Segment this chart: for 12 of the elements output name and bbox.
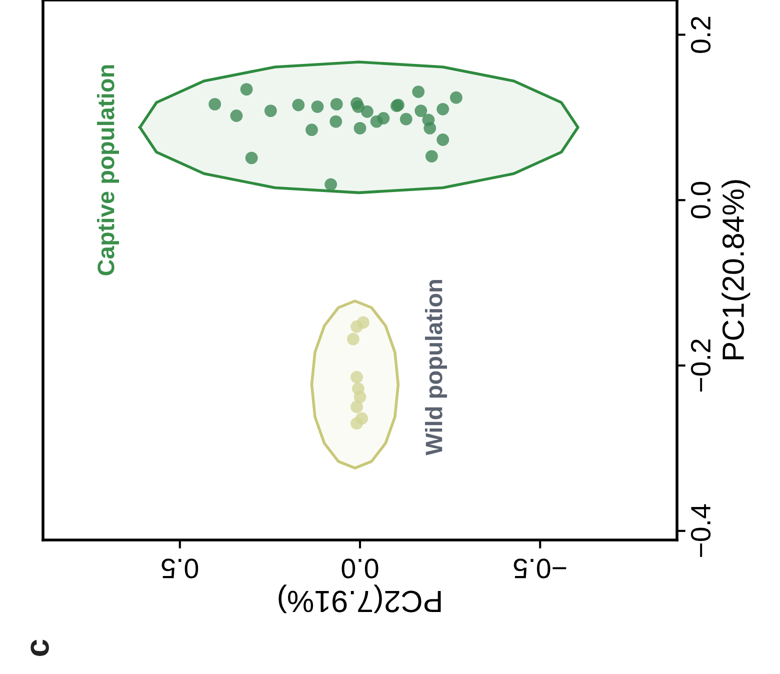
y-tick-label: 0.0 xyxy=(690,182,711,218)
y-tick-label: −0.4 xyxy=(690,504,711,557)
y-axis-title: PC1(20.84%) xyxy=(722,180,750,360)
annotation: Wild population xyxy=(424,280,448,456)
x-axis-title: PC2(7.91%) xyxy=(278,584,441,614)
y-tick-label: −0.2 xyxy=(690,339,711,392)
x-tick-label: 0.5 xyxy=(162,558,198,578)
y-tick-label: 0.2 xyxy=(690,16,711,53)
annotation: Captive population xyxy=(96,65,120,276)
x-tick-label: −0.5 xyxy=(514,558,566,578)
text: c xyxy=(30,640,49,656)
x-tick-label: 0.0 xyxy=(342,558,378,578)
